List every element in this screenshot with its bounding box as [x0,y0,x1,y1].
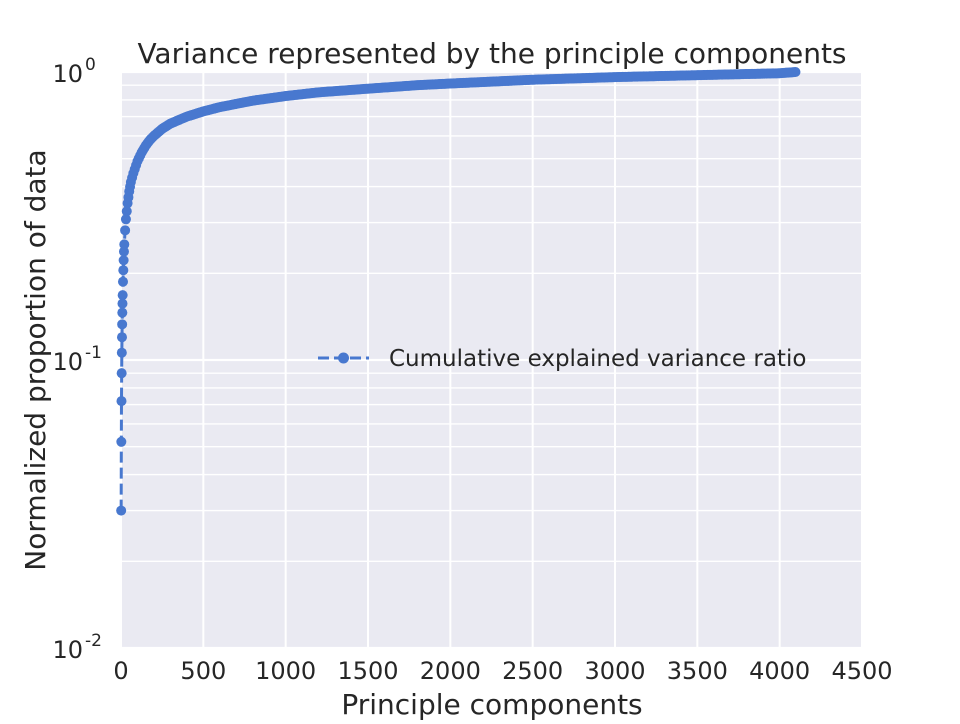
x-tick-labels: 0 500 1000 1500 2000 2500 3000 3500 4000 4500 [113,657,892,685]
data-point [116,505,127,516]
x-tick-label: 4000 [749,657,810,685]
y-tick-label: 10 0 [52,55,95,88]
data-point [118,265,129,276]
series-markers [116,67,801,516]
y-tick-label: 10 -2 [52,631,102,664]
y-tick-exponent: -2 [85,631,102,651]
x-tick-label: 2500 [502,657,563,685]
data-point [118,255,129,266]
data-point [116,347,127,358]
data-point [119,239,130,250]
y-tick-base: 10 [52,60,83,88]
data-point [117,290,128,301]
data-point [116,396,127,407]
y-axis-label: Normalized proportion of data [19,149,52,570]
y-tick-exponent: 0 [85,55,96,75]
y-tick-base: 10 [52,348,83,376]
x-tick-label: 3500 [667,657,728,685]
data-point [790,67,801,77]
x-tick-label: 1500 [337,657,398,685]
data-point [116,368,127,379]
data-point [117,319,128,330]
y-tick-base: 10 [52,636,83,664]
x-tick-label: 1000 [255,657,316,685]
data-point [117,307,128,318]
data-point [116,436,127,447]
y-tick-label: 10 -1 [52,343,102,376]
data-point [117,276,128,287]
data-point [117,298,128,309]
data-point [120,214,131,225]
x-axis-label: Principle components [341,688,642,720]
legend-label: Cumulative explained variance ratio [389,346,806,372]
x-tick-label: 2000 [420,657,481,685]
legend-marker-swatch [338,352,349,364]
chart-title: Variance represented by the principle co… [137,37,846,70]
grid-lines [120,70,863,650]
data-point [118,246,129,257]
x-tick-label: 0 [113,657,128,685]
x-tick-label: 3000 [584,657,645,685]
data-series [116,67,801,516]
data-point [121,206,132,217]
x-tick-label: 4500 [831,657,892,685]
data-point [116,332,127,343]
y-tick-exponent: -1 [85,343,102,363]
data-point [120,225,131,236]
legend: Cumulative explained variance ratio [318,346,806,372]
x-tick-label: 500 [180,657,226,685]
